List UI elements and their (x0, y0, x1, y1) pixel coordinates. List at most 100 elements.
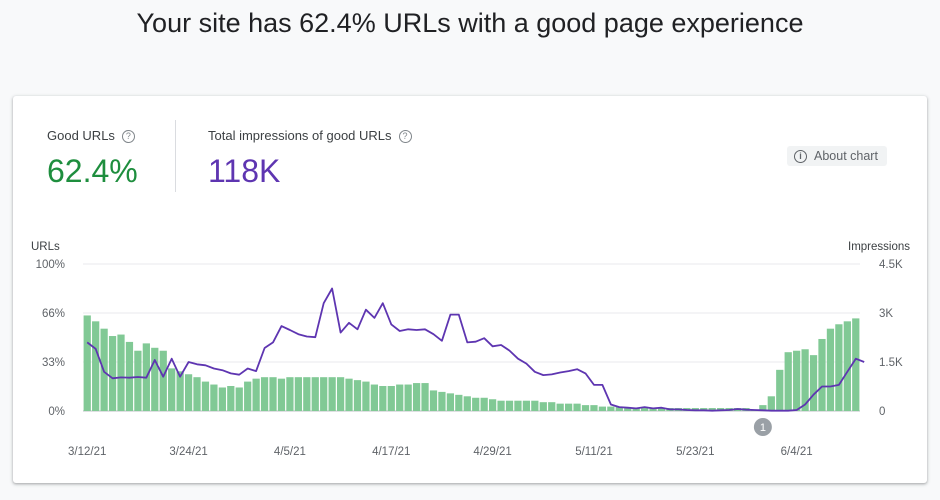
left-tick-label: 0% (48, 406, 65, 418)
about-chart-button[interactable]: i About chart (787, 146, 887, 166)
bar (657, 408, 666, 411)
help-icon[interactable]: ? (121, 129, 135, 143)
bar (412, 383, 421, 411)
x-tick-label: 4/5/21 (274, 446, 306, 458)
x-tick-label: 3/12/21 (68, 446, 106, 458)
bar (404, 384, 412, 411)
left-tick-label: 66% (42, 308, 65, 320)
x-tick-label: 6/4/21 (781, 446, 813, 458)
annotation-circle (753, 418, 772, 436)
good-urls-metric[interactable]: Good URLs ? 62.4% (47, 127, 138, 191)
axes: 0% 0 33% 1.5K 66% 3K 100% 4.5K 3/12/21 3/24/21 4/5… (36, 259, 903, 458)
about-chart-label: About chart (814, 149, 878, 163)
bar (168, 368, 176, 411)
bar (184, 374, 193, 411)
bar (581, 405, 590, 411)
right-axis-label: Impressions (848, 241, 910, 253)
bar (767, 396, 775, 411)
left-tick-label: 33% (42, 357, 65, 369)
bar (286, 377, 294, 411)
bar (227, 386, 235, 411)
bar (353, 380, 362, 411)
bar (472, 397, 480, 411)
right-tick-label: 3K (879, 308, 893, 320)
bar (776, 369, 784, 411)
bar (218, 387, 226, 411)
annotation-label: 1 (760, 422, 766, 434)
bar (151, 347, 159, 411)
bar (615, 406, 623, 411)
chart: URLs Impressions 0% 0 33% 1.5K 66% 3K 100% 4.5K… (31, 241, 910, 458)
bar (328, 377, 336, 411)
bar (505, 400, 514, 411)
bar (514, 400, 522, 411)
x-tick-label: 3/24/21 (169, 446, 207, 458)
left-tick-label: 100% (36, 259, 65, 271)
bar (463, 396, 471, 411)
bar (193, 377, 201, 411)
bar (708, 408, 716, 411)
bar (336, 377, 345, 411)
bar (244, 381, 252, 411)
bar (370, 384, 378, 411)
impressions-label: Total impressions of good URLs (208, 128, 392, 143)
page-headline: Your site has 62.4% URLs with a good pag… (136, 8, 804, 38)
bar (438, 391, 446, 411)
bar (303, 377, 311, 411)
bar (624, 408, 632, 411)
bar (548, 402, 556, 411)
impressions-line (86, 287, 865, 412)
x-tick-label: 4/17/21 (372, 446, 410, 458)
bar (252, 378, 260, 411)
bar (345, 378, 353, 411)
bar (117, 334, 125, 411)
bar (598, 406, 607, 411)
info-icon: i (794, 149, 807, 163)
good-urls-value: 62.4% (47, 153, 138, 189)
bar (294, 377, 302, 411)
right-tick-label: 4.5K (879, 259, 903, 271)
bar (260, 377, 269, 411)
x-tick-label: 5/11/21 (575, 446, 613, 458)
bar (809, 355, 818, 411)
bar (835, 324, 843, 411)
bar (590, 405, 598, 411)
metric-divider (175, 120, 176, 192)
bar (497, 400, 505, 411)
bar (826, 328, 835, 411)
bar (421, 383, 429, 411)
bar (92, 321, 100, 411)
impressions-metric[interactable]: Total impressions of good URLs ? 118K (208, 127, 412, 191)
bar (556, 403, 564, 411)
bar (818, 338, 826, 411)
bar (446, 393, 455, 411)
bar (320, 377, 328, 411)
bar (429, 390, 438, 411)
bar (565, 403, 573, 411)
bar (159, 350, 167, 411)
bar (362, 381, 370, 411)
bar (649, 408, 657, 411)
right-tick-label: 0 (879, 406, 885, 418)
bar (480, 397, 488, 411)
bar (269, 377, 277, 411)
bar (522, 400, 531, 411)
bar (125, 341, 134, 411)
help-icon[interactable]: ? (398, 129, 412, 143)
bar (277, 378, 286, 411)
impressions-value: 118K (208, 153, 281, 189)
bar (235, 387, 243, 411)
bar (396, 384, 404, 411)
bar (632, 408, 640, 411)
bar (641, 408, 649, 411)
x-tick-label: 4/29/21 (473, 446, 511, 458)
annotation-marker[interactable]: 1 (753, 418, 772, 436)
bar (488, 399, 497, 411)
right-tick-label: 1.5K (879, 357, 903, 369)
x-tick-label: 5/23/21 (676, 446, 714, 458)
bar (201, 381, 210, 411)
bar-series (83, 315, 860, 411)
bar (387, 386, 395, 411)
bar (455, 394, 463, 411)
bar (311, 377, 319, 411)
